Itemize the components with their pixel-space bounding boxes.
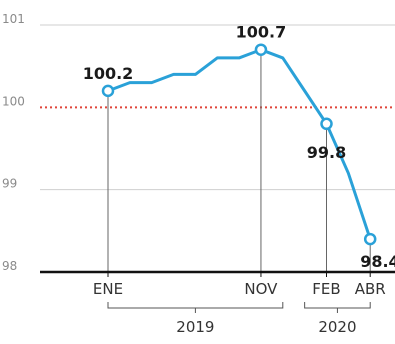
x-tick-label: ENE [93,280,123,298]
data-label: 100.2 [83,64,134,83]
data-label: 98.4 [360,252,395,271]
year-bracket [304,302,371,309]
data-point-marker [101,84,115,98]
y-tick-label: 101 [2,12,25,26]
data-label: 99.8 [307,143,346,162]
x-tick-label: ABR [355,280,386,298]
year-bracket [107,302,284,309]
y-tick-label: 100 [2,94,25,108]
x-tick-label: FEB [312,280,340,298]
data-label: 100.7 [236,23,287,42]
year-label: 2020 [318,318,356,336]
data-point-marker [363,232,377,246]
data-point-marker [320,117,333,131]
data-point-marker [254,43,268,56]
year-label: 2019 [176,318,214,336]
y-tick-label: 98 [2,259,17,273]
y-tick-label: 99 [2,177,17,191]
x-tick-label: NOV [244,280,278,298]
